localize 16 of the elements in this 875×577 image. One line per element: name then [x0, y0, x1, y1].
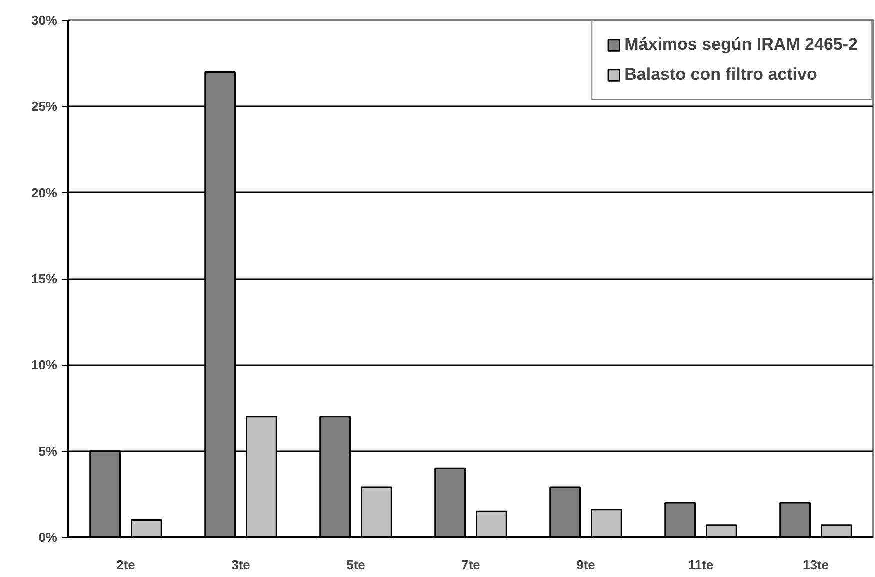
y-tick-label: 15% [31, 272, 58, 286]
legend-label: Máximos según IRAM 2465-2 [624, 35, 858, 55]
x-tick-label: 2te [116, 558, 136, 572]
legend-label: Balasto con filtro activo [624, 65, 818, 85]
x-tick-label: 9te [576, 558, 596, 572]
y-tick-label: 5% [38, 444, 58, 459]
x-tick-label: 7te [462, 558, 480, 572]
y-tick-label: 20% [31, 185, 58, 200]
y-tick-label: 10% [31, 358, 58, 373]
y-tick-label: 25% [31, 99, 58, 114]
x-tick-label: 13te [802, 558, 830, 572]
x-tick-label: 3te [232, 558, 250, 572]
x-tick-label: 11te [688, 558, 714, 572]
y-tick-label: 30% [31, 13, 58, 28]
y-tick-label: 0% [38, 530, 58, 545]
x-tick-label: 5te [346, 558, 366, 572]
